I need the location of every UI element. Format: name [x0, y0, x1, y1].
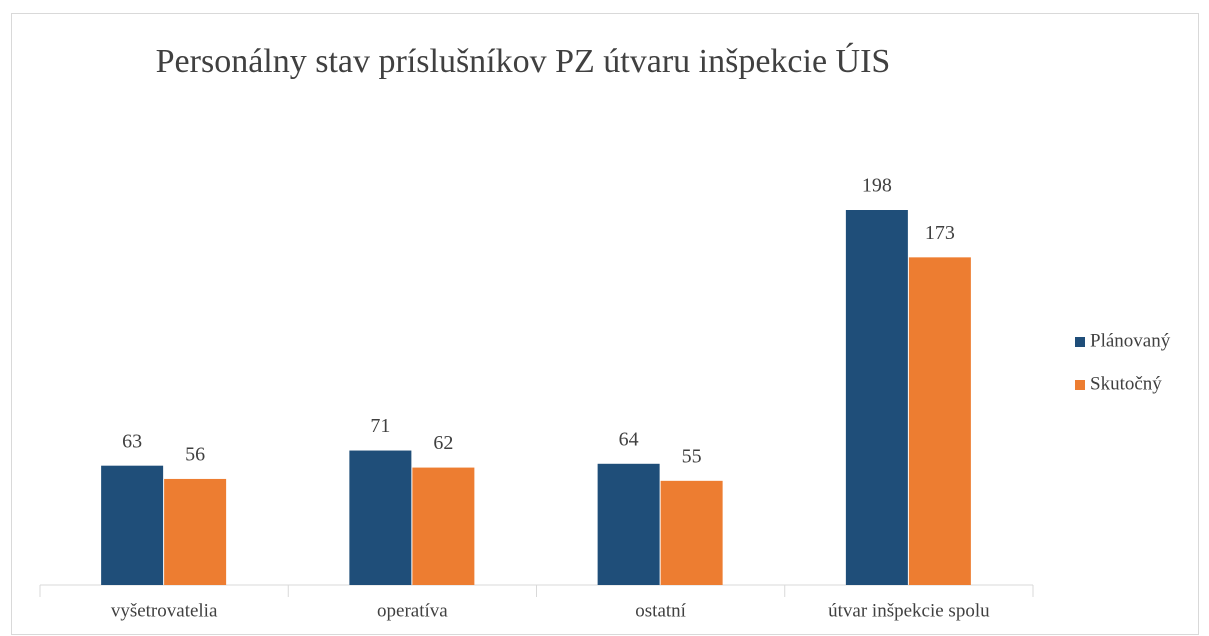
bar — [349, 450, 412, 585]
x-tick-label: ostatní — [635, 600, 686, 621]
legend-swatch — [1075, 380, 1085, 390]
data-label: 55 — [682, 445, 702, 467]
legend-label: Skutočný — [1090, 373, 1162, 394]
data-label: 56 — [185, 444, 205, 466]
chart-frame — [11, 13, 1199, 635]
legend-label: Plánovaný — [1090, 330, 1171, 351]
data-label: 173 — [925, 222, 955, 244]
data-label: 64 — [619, 428, 639, 450]
data-label: 62 — [433, 432, 453, 454]
bar — [101, 465, 164, 585]
x-tick-label: vyšetrovatelia — [111, 600, 218, 621]
bar — [164, 478, 227, 585]
data-label: 63 — [122, 430, 142, 452]
x-tick-label: útvar inšpekcie spolu — [828, 600, 990, 621]
bar — [908, 257, 971, 585]
bar — [597, 463, 660, 585]
data-label: 71 — [370, 415, 390, 437]
x-tick-label: operatíva — [377, 600, 448, 621]
legend-swatch — [1075, 337, 1085, 347]
bar — [412, 467, 475, 585]
data-label: 198 — [862, 175, 892, 197]
chart-title: Personálny stav príslušníkov PZ útvaru i… — [156, 42, 891, 80]
bar — [660, 480, 723, 585]
bar — [845, 210, 908, 585]
